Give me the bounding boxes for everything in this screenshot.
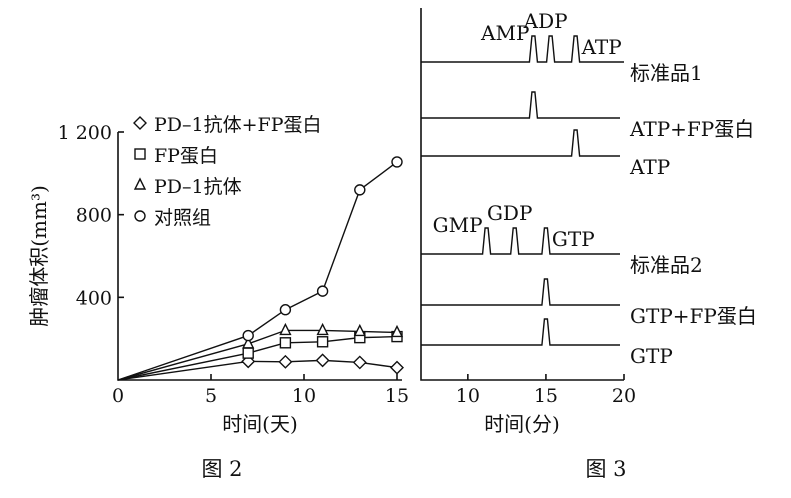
fig3-ticks: 10 15 20 bbox=[456, 374, 636, 407]
fig3-trace-label-3: ATP bbox=[629, 155, 670, 179]
fig2-point-triangle bbox=[353, 323, 366, 337]
fig2-point-square bbox=[316, 336, 329, 348]
fig3-peak-label: ADP bbox=[523, 9, 568, 33]
fig3-trace-label-5: GTP+FP蛋白 bbox=[630, 304, 757, 328]
fig2-x-tick-label: 10 bbox=[292, 385, 316, 407]
figure-2: 肿瘤体积(mm³) 时间(天) 图 2 0 5 10 15 400 800 1 200 PD… bbox=[27, 114, 409, 481]
legend-label-3: PD–1抗体 bbox=[154, 176, 242, 198]
fig3-peak-label: AMP bbox=[480, 21, 529, 45]
legend-marker-square bbox=[134, 148, 146, 160]
fig2-series-line-2 bbox=[117, 335, 398, 381]
legend-label-4: 对照组 bbox=[154, 207, 211, 229]
fig2-point-circle bbox=[242, 329, 254, 342]
legend-marker-diamond bbox=[133, 116, 147, 130]
fig2-x-tick-label: 15 bbox=[385, 385, 409, 407]
fig2-point-triangle bbox=[390, 324, 404, 338]
fig3-trace-2 bbox=[421, 91, 620, 119]
fig2-x-axis-label: 时间(天) bbox=[222, 412, 298, 436]
fig3-trace-3 bbox=[421, 129, 620, 157]
fig3-peak-label: GMP bbox=[433, 213, 483, 237]
fig2-point-square bbox=[242, 347, 254, 359]
fig2-y-tick-label: 400 bbox=[76, 287, 112, 309]
legend-label-2: FP蛋白 bbox=[154, 145, 218, 167]
fig2-point-triangle bbox=[242, 336, 255, 349]
fig2-point-circle bbox=[354, 184, 366, 196]
fig3-caption: 图 3 bbox=[585, 457, 626, 481]
fig3-peak-label: GDP bbox=[487, 201, 532, 225]
fig3-trace-6 bbox=[421, 318, 620, 346]
fig2-point-diamond bbox=[278, 354, 293, 369]
fig3-trace-label-6: GTP bbox=[630, 344, 673, 368]
fig3-x-axis-label: 时间(分) bbox=[484, 412, 560, 436]
fig2-y-tick-label: 1 200 bbox=[58, 122, 112, 144]
fig3-x-tick-label: 15 bbox=[534, 385, 558, 407]
fig2-caption: 图 2 bbox=[201, 457, 242, 481]
fig2-point-circle bbox=[279, 304, 292, 316]
fig2-series-lines bbox=[117, 156, 404, 381]
fig2-x-tick-label: 0 bbox=[112, 385, 124, 407]
fig2-point-circle bbox=[316, 285, 329, 297]
fig3-trace-label-4: 标准品2 bbox=[630, 253, 703, 277]
legend-marker-triangle bbox=[133, 177, 147, 190]
fig2-point-square bbox=[279, 337, 292, 349]
fig2-point-triangle bbox=[279, 322, 292, 336]
fig2-y-tick-label: 800 bbox=[76, 205, 112, 227]
fig2-series-line-4 bbox=[117, 161, 398, 381]
fig3-x-tick-label: 10 bbox=[456, 385, 480, 407]
fig2-ticks: 0 5 10 15 400 800 1 200 bbox=[58, 122, 410, 407]
fig2-point-diamond bbox=[315, 353, 330, 368]
fig3-x-tick-label: 20 bbox=[612, 385, 636, 407]
fig2-series-line-3 bbox=[117, 329, 398, 381]
legend-marker-circle bbox=[134, 210, 146, 222]
fig3-peak-label: GTP bbox=[552, 227, 595, 251]
fig3-trace-5 bbox=[421, 278, 620, 306]
fig2-point-triangle bbox=[316, 322, 329, 336]
fig3-trace-1 bbox=[421, 35, 624, 63]
fig2-x-tick-label: 5 bbox=[205, 385, 217, 407]
fig2-y-axis-label: 肿瘤体积(mm³) bbox=[27, 185, 51, 327]
fig3-trace-label-2: ATP+FP蛋白 bbox=[629, 117, 754, 141]
fig2-series-line-1 bbox=[117, 359, 398, 381]
fig3-axes bbox=[420, 8, 624, 381]
fig2-point-diamond bbox=[390, 360, 404, 375]
fig3-peak-label: ATP bbox=[581, 35, 622, 59]
legend-label-1: PD–1抗体+FP蛋白 bbox=[154, 114, 322, 136]
fig3-trace-label-1: 标准品1 bbox=[630, 61, 703, 85]
fig3-trace-4 bbox=[421, 227, 620, 255]
fig2-point-diamond bbox=[352, 355, 367, 370]
fig2-point-circle bbox=[391, 156, 403, 168]
